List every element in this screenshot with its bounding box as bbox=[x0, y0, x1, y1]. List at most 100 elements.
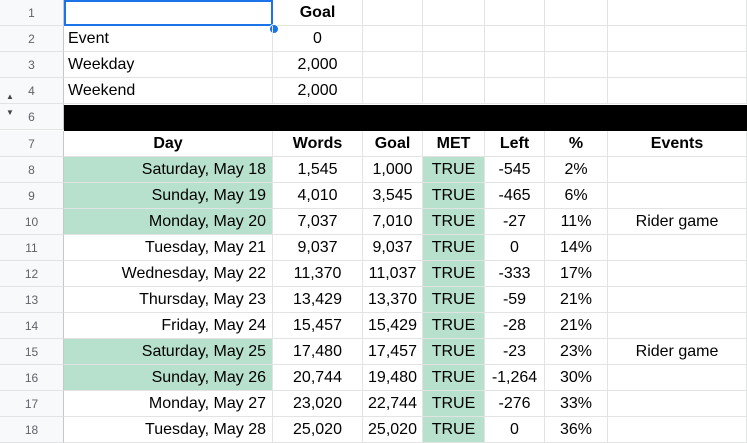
row-header[interactable]: 12 bbox=[0, 261, 64, 287]
cell[interactable] bbox=[608, 52, 747, 78]
goal-cell[interactable]: 25,020 bbox=[363, 417, 423, 443]
goal-cell[interactable]: 7,010 bbox=[363, 209, 423, 235]
cell[interactable] bbox=[545, 78, 608, 104]
percent-cell[interactable]: 2% bbox=[545, 157, 608, 183]
day-cell[interactable]: Thursday, May 23 bbox=[64, 287, 273, 313]
cell[interactable] bbox=[485, 0, 545, 26]
met-cell[interactable]: TRUE bbox=[423, 391, 485, 417]
row-header[interactable]: 8 bbox=[0, 157, 64, 183]
day-cell[interactable]: Friday, May 24 bbox=[64, 313, 273, 339]
events-cell[interactable] bbox=[608, 157, 747, 183]
cell[interactable] bbox=[485, 52, 545, 78]
goal-cell[interactable]: 9,037 bbox=[363, 235, 423, 261]
cell[interactable] bbox=[608, 78, 747, 104]
row-header[interactable]: 16 bbox=[0, 365, 64, 391]
cell[interactable] bbox=[363, 52, 423, 78]
left-cell[interactable]: -23 bbox=[485, 339, 545, 365]
percent-cell[interactable]: 6% bbox=[545, 183, 608, 209]
percent-cell[interactable]: 14% bbox=[545, 235, 608, 261]
triangle-up-icon[interactable]: ▲ bbox=[6, 92, 14, 101]
day-cell[interactable]: Tuesday, May 21 bbox=[64, 235, 273, 261]
words-cell[interactable]: 1,545 bbox=[273, 157, 363, 183]
goal-cell[interactable]: 15,429 bbox=[363, 313, 423, 339]
words-cell[interactable]: 25,020 bbox=[273, 417, 363, 443]
day-cell[interactable]: Sunday, May 19 bbox=[64, 183, 273, 209]
percent-cell[interactable]: 11% bbox=[545, 209, 608, 235]
row-header[interactable]: 7 bbox=[0, 131, 64, 157]
cell[interactable] bbox=[545, 0, 608, 26]
selection-fill-handle[interactable] bbox=[269, 24, 279, 34]
events-cell[interactable] bbox=[608, 365, 747, 391]
config-label[interactable]: Weekend bbox=[64, 78, 273, 104]
cell[interactable] bbox=[485, 78, 545, 104]
day-cell[interactable]: Monday, May 27 bbox=[64, 391, 273, 417]
config-goal[interactable]: 2,000 bbox=[273, 52, 363, 78]
cell[interactable] bbox=[363, 0, 423, 26]
words-cell[interactable]: 15,457 bbox=[273, 313, 363, 339]
met-cell[interactable]: TRUE bbox=[423, 417, 485, 443]
day-cell[interactable]: Monday, May 20 bbox=[64, 209, 273, 235]
words-cell[interactable]: 4,010 bbox=[273, 183, 363, 209]
config-goal-header[interactable]: Goal bbox=[273, 0, 363, 26]
met-cell[interactable]: TRUE bbox=[423, 209, 485, 235]
percent-cell[interactable]: 36% bbox=[545, 417, 608, 443]
triangle-down-icon[interactable]: ▼ bbox=[6, 108, 14, 117]
cell[interactable] bbox=[608, 26, 747, 52]
cell[interactable] bbox=[423, 0, 485, 26]
met-cell[interactable]: TRUE bbox=[423, 313, 485, 339]
config-goal[interactable]: 2,000 bbox=[273, 78, 363, 104]
day-cell[interactable]: Saturday, May 18 bbox=[64, 157, 273, 183]
goal-cell[interactable]: 17,457 bbox=[363, 339, 423, 365]
day-cell[interactable]: Saturday, May 25 bbox=[64, 339, 273, 365]
day-cell[interactable]: Tuesday, May 28 bbox=[64, 417, 273, 443]
goal-cell[interactable]: 3,545 bbox=[363, 183, 423, 209]
row-header[interactable]: 4 bbox=[0, 78, 64, 104]
row-header[interactable]: 17 bbox=[0, 391, 64, 417]
left-cell[interactable]: 0 bbox=[485, 417, 545, 443]
cell[interactable] bbox=[608, 0, 747, 26]
row-header[interactable]: 1 bbox=[0, 0, 64, 26]
words-cell[interactable]: 9,037 bbox=[273, 235, 363, 261]
row-header[interactable]: 15 bbox=[0, 339, 64, 365]
left-cell[interactable]: -1,264 bbox=[485, 365, 545, 391]
cell[interactable] bbox=[485, 26, 545, 52]
percent-cell[interactable]: 23% bbox=[545, 339, 608, 365]
cell[interactable] bbox=[423, 52, 485, 78]
day-cell[interactable]: Wednesday, May 22 bbox=[64, 261, 273, 287]
left-cell[interactable]: -465 bbox=[485, 183, 545, 209]
cell[interactable] bbox=[545, 26, 608, 52]
left-cell[interactable]: -59 bbox=[485, 287, 545, 313]
selected-cell[interactable] bbox=[64, 0, 273, 26]
row-header[interactable]: 2 bbox=[0, 26, 64, 52]
left-cell[interactable]: -276 bbox=[485, 391, 545, 417]
words-cell[interactable]: 20,744 bbox=[273, 365, 363, 391]
row-header[interactable]: 6 bbox=[0, 104, 64, 130]
percent-cell[interactable]: 30% bbox=[545, 365, 608, 391]
left-cell[interactable]: -545 bbox=[485, 157, 545, 183]
goal-cell[interactable]: 19,480 bbox=[363, 365, 423, 391]
header-met[interactable]: MET bbox=[423, 131, 485, 157]
config-goal[interactable]: 0 bbox=[273, 26, 363, 52]
met-cell[interactable]: TRUE bbox=[423, 157, 485, 183]
events-cell[interactable] bbox=[608, 261, 747, 287]
config-label[interactable]: Event bbox=[64, 26, 273, 52]
left-cell[interactable]: 0 bbox=[485, 235, 545, 261]
day-cell[interactable]: Sunday, May 26 bbox=[64, 365, 273, 391]
row-header[interactable]: 14 bbox=[0, 313, 64, 339]
cell[interactable] bbox=[363, 26, 423, 52]
row-header[interactable]: 11 bbox=[0, 235, 64, 261]
left-cell[interactable]: -27 bbox=[485, 209, 545, 235]
words-cell[interactable]: 13,429 bbox=[273, 287, 363, 313]
row-header[interactable]: 3 bbox=[0, 52, 64, 78]
left-cell[interactable]: -28 bbox=[485, 313, 545, 339]
left-cell[interactable]: -333 bbox=[485, 261, 545, 287]
row-header[interactable]: 9 bbox=[0, 183, 64, 209]
cell[interactable] bbox=[363, 78, 423, 104]
goal-cell[interactable]: 11,037 bbox=[363, 261, 423, 287]
header-goal[interactable]: Goal bbox=[363, 131, 423, 157]
events-cell[interactable] bbox=[608, 183, 747, 209]
percent-cell[interactable]: 21% bbox=[545, 313, 608, 339]
percent-cell[interactable]: 21% bbox=[545, 287, 608, 313]
goal-cell[interactable]: 22,744 bbox=[363, 391, 423, 417]
met-cell[interactable]: TRUE bbox=[423, 183, 485, 209]
